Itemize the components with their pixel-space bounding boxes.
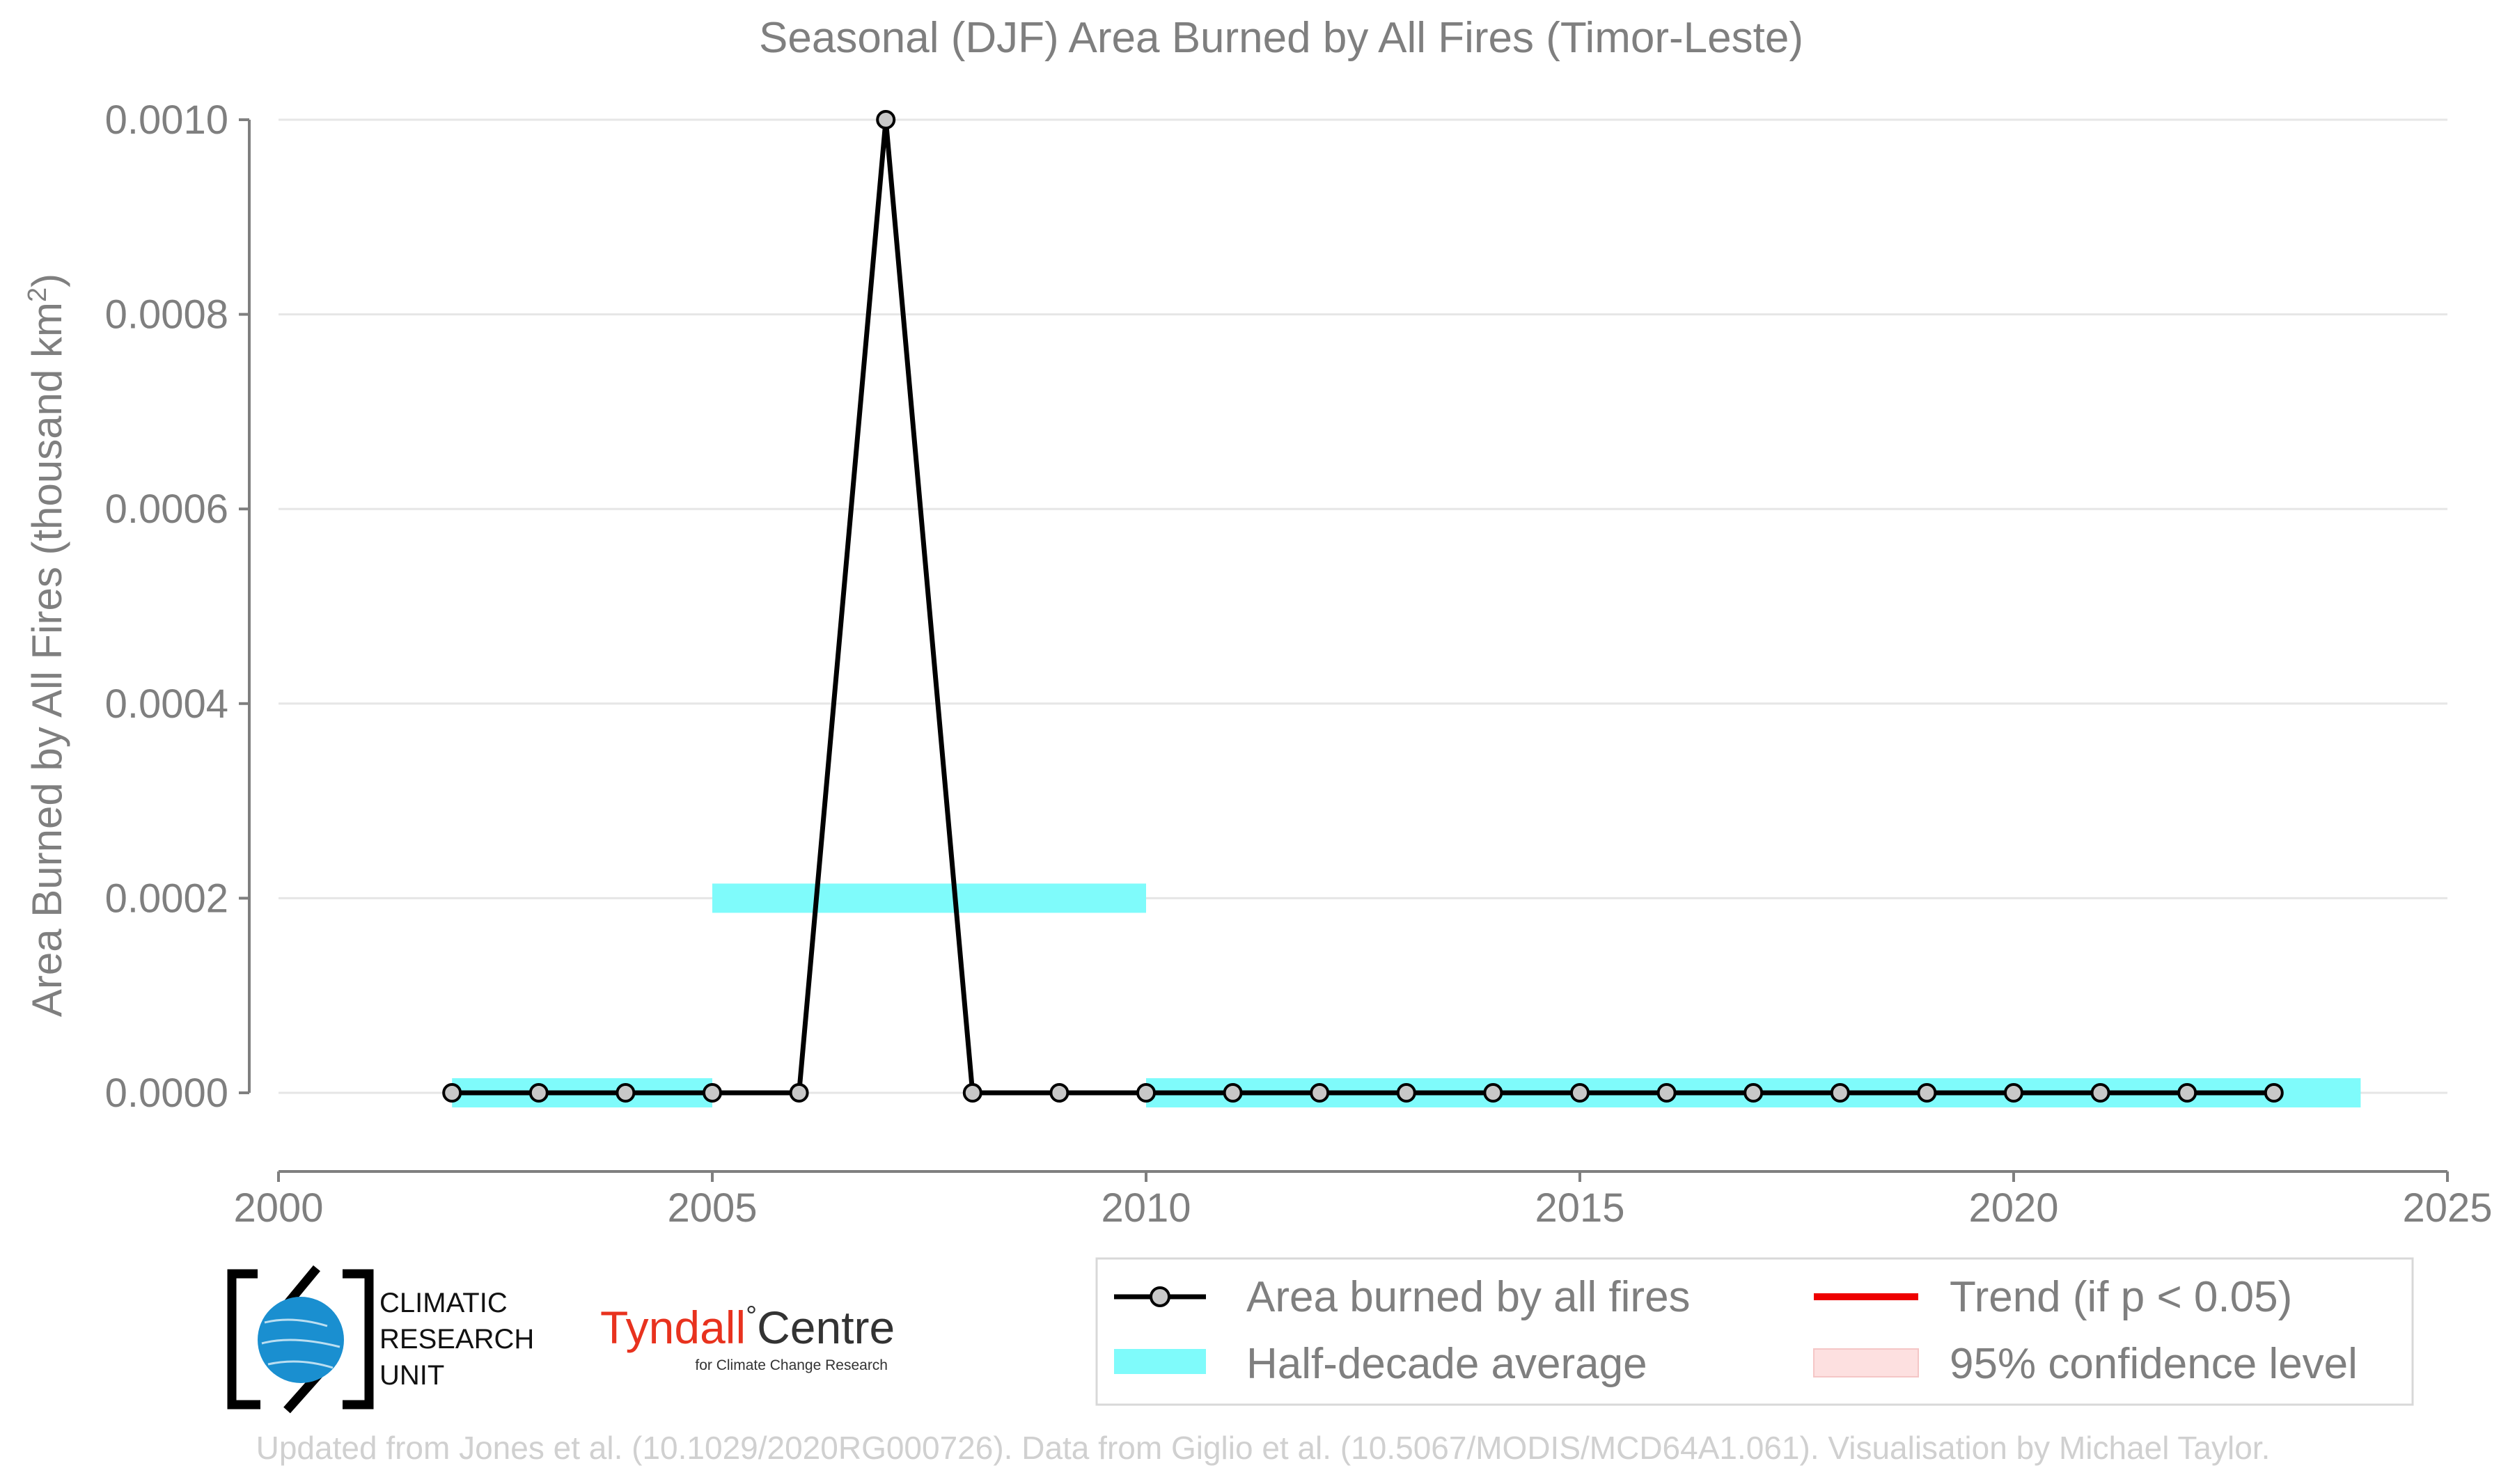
half-decade-bands [452,883,2361,1107]
legend-confidence-swatch [1813,1348,1919,1378]
data-point-2007 [876,110,896,129]
data-point-2004 [616,1083,636,1103]
data-point-2011 [1223,1083,1243,1103]
series-polyline [452,119,2274,1096]
x-axis: 2000 2005 2010 2015 2020 2025 [233,1170,2493,1231]
data-point-2002 [442,1083,462,1103]
cru-line-3: UNIT [379,1360,444,1391]
credit-text: Updated from Jones et al. (10.1029/2020R… [256,1430,2271,1466]
y-tick-label-1: 0.0002 [105,876,228,921]
legend-label-series: Area burned by all fires [1246,1273,1691,1321]
cru-line-1: CLIMATIC [379,1288,508,1318]
data-point-2020 [2004,1083,2023,1103]
legend-marker-swatch [1150,1286,1170,1307]
data-point-2015 [1570,1083,1590,1103]
cru-bracket-left [227,1269,260,1410]
data-point-2009 [1049,1083,1069,1103]
tyndall-centre: Centre [757,1302,895,1353]
globe-lines [261,1318,340,1369]
data-point-2013 [1396,1083,1416,1103]
cru-bracket-right [343,1269,374,1410]
data-point-2003 [528,1083,549,1103]
cru-line-2: RESEARCH [379,1324,534,1355]
tyndall-logo: Tyndall°Centre for Climate Change Resear… [600,1301,895,1373]
legend-label-confidence: 95% confidence level [1950,1340,2358,1388]
y-axis-label: Area Burned by All Fires (thousand km2) [23,274,70,1017]
legend-label-trend: Trend (if p < 0.05) [1950,1273,2292,1321]
tyndall-subtitle: for Climate Change Research [695,1357,888,1373]
x-tick-label-5: 2025 [2402,1185,2492,1231]
legend: Area burned by all fires Trend (if p < 0… [1095,1257,2414,1406]
tyndall-wordmark: Tyndall°Centre [600,1301,895,1353]
data-point-2005 [703,1083,722,1103]
series-line [452,119,2274,1096]
y-tick-label-4: 0.0008 [105,292,228,338]
tyndall-name: Tyndall [600,1302,746,1353]
data-point-2017 [1743,1083,1764,1103]
chart-title: Seasonal (DJF) Area Burned by All Fires … [759,14,1803,62]
cru-logo: CLIMATIC RESEARCH UNIT [227,1265,534,1414]
tyndall-degree: ° [746,1301,757,1332]
y-axis-label-sup: 2 [23,287,52,302]
y-axis: 0.0000 0.0002 0.0004 0.0006 0.0008 0.0010 [105,97,251,1116]
y-tick-label-3: 0.0006 [105,487,228,532]
x-tick-label-2: 2010 [1101,1185,1191,1231]
data-point-2006 [789,1083,809,1103]
legend-label-half-decade: Half-decade average [1246,1340,1647,1388]
data-point-2019 [1917,1083,1937,1103]
data-point-2022 [2177,1083,2197,1103]
data-points [442,110,2284,1103]
y-tick-label-5: 0.0010 [105,97,228,143]
x-tick-label-0: 2000 [233,1185,323,1231]
data-point-2014 [1483,1083,1503,1103]
grid [279,118,2447,1094]
x-tick-label-4: 2020 [1968,1185,2058,1231]
y-tick-label-0: 0.0000 [105,1071,228,1116]
y-axis-label-end: ) [24,274,70,287]
data-point-2010 [1136,1083,1156,1103]
x-tick-label-1: 2005 [667,1185,757,1231]
half-decade-band-1 [712,883,1146,913]
legend-box [1095,1257,2414,1406]
data-point-2008 [962,1083,982,1103]
data-point-2021 [2090,1083,2110,1103]
legend-band-swatch [1114,1349,1206,1374]
data-point-2012 [1310,1083,1330,1103]
data-point-2023 [2264,1083,2284,1103]
data-point-2016 [1656,1083,1677,1103]
y-tick-label-2: 0.0004 [105,681,228,727]
data-point-2018 [1830,1083,1850,1103]
x-tick-label-3: 2015 [1535,1185,1624,1231]
